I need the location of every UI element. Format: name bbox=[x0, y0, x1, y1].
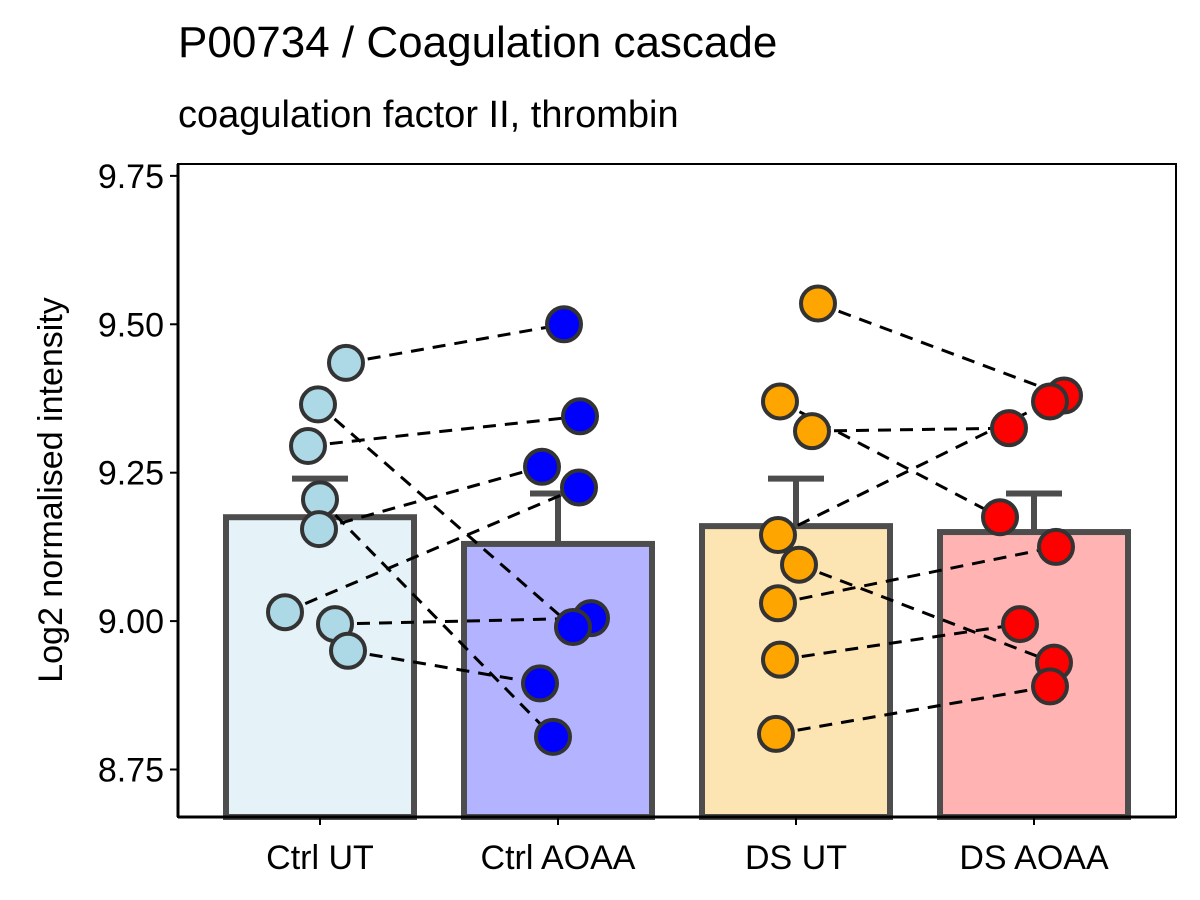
data-point-ds-aoaa-7 bbox=[1031, 667, 1069, 706]
data-point-ctrl-ut-2 bbox=[289, 426, 327, 465]
paired-line-0 bbox=[345, 322, 565, 365]
paired-line-14 bbox=[779, 622, 1021, 662]
paired-line-15 bbox=[775, 684, 1051, 736]
data-point-ds-aoaa-5 bbox=[1001, 605, 1039, 644]
data-point-ds-aoaa-3 bbox=[981, 498, 1019, 537]
bar-3 bbox=[937, 529, 1131, 821]
paired-line-8 bbox=[817, 302, 1065, 397]
data-point-ctrl-aoaa-2 bbox=[523, 447, 561, 486]
data-point-ctrl-ut-7 bbox=[329, 631, 367, 670]
data-point-ctrl-aoaa-5 bbox=[554, 608, 592, 647]
data-point-ds-aoaa-2 bbox=[990, 409, 1028, 448]
paired-line-9 bbox=[779, 400, 1001, 519]
y-axis-label: Log2 normalised intensity bbox=[32, 297, 70, 683]
data-point-ctrl-ut-5 bbox=[266, 593, 304, 632]
data-point-ctrl-aoaa-6 bbox=[521, 664, 559, 703]
paired-line-10 bbox=[811, 426, 1010, 433]
x-tick-label-3: DS AOAA bbox=[959, 839, 1109, 877]
axes-layer: 8.75 9.00 9.25 9.50 9.75 Ctrl UT Ctrl AOAA DS U… bbox=[98, 158, 1177, 877]
paired-line-13 bbox=[777, 545, 1057, 605]
y-tick-label-0: 8.75 bbox=[98, 752, 164, 790]
x-tick-label-1: Ctrl AOAA bbox=[481, 839, 636, 877]
chart-title: P00734 / Coagulation cascade bbox=[178, 18, 778, 67]
points-layer bbox=[266, 284, 1083, 756]
paired-line-3 bbox=[318, 498, 555, 738]
data-point-ds-ut-2 bbox=[793, 412, 831, 451]
bars-layer bbox=[223, 514, 1131, 821]
data-point-ctrl-aoaa-0 bbox=[545, 305, 583, 344]
data-point-ds-ut-0 bbox=[799, 284, 837, 323]
paired-line-5 bbox=[284, 486, 580, 614]
y-tick-label-4: 9.75 bbox=[98, 158, 164, 196]
bar-0 bbox=[223, 514, 417, 820]
data-point-ds-ut-4 bbox=[780, 545, 818, 584]
data-point-ds-ut-6 bbox=[761, 640, 799, 679]
data-point-ds-ut-1 bbox=[761, 382, 799, 421]
paired-line-2 bbox=[307, 414, 581, 448]
data-point-ds-aoaa-4 bbox=[1037, 527, 1075, 566]
data-point-ds-ut-7 bbox=[757, 714, 795, 753]
data-point-ds-aoaa-1 bbox=[1031, 382, 1069, 421]
paired-line-7 bbox=[347, 649, 541, 685]
data-point-ctrl-ut-4 bbox=[300, 510, 338, 549]
data-point-ds-ut-5 bbox=[759, 584, 797, 623]
data-point-ctrl-aoaa-1 bbox=[561, 397, 599, 436]
y-tick-label-1: 9.00 bbox=[98, 603, 164, 641]
data-point-ctrl-aoaa-7 bbox=[534, 717, 572, 756]
x-tick-label-2: DS UT bbox=[745, 839, 847, 877]
paired-line-4 bbox=[318, 465, 543, 531]
data-point-ctrl-ut-1 bbox=[299, 385, 337, 424]
y-tick-label-2: 9.25 bbox=[98, 455, 164, 493]
data-point-ds-ut-3 bbox=[759, 516, 797, 555]
chart-subtitle: coagulation factor II, thrombin bbox=[178, 94, 679, 136]
data-point-ctrl-aoaa-3 bbox=[560, 468, 598, 507]
y-tick-label-3: 9.50 bbox=[98, 306, 164, 344]
paired-line-12 bbox=[798, 563, 1055, 665]
data-point-ctrl-ut-0 bbox=[327, 343, 365, 382]
x-tick-label-0: Ctrl UT bbox=[266, 839, 374, 877]
